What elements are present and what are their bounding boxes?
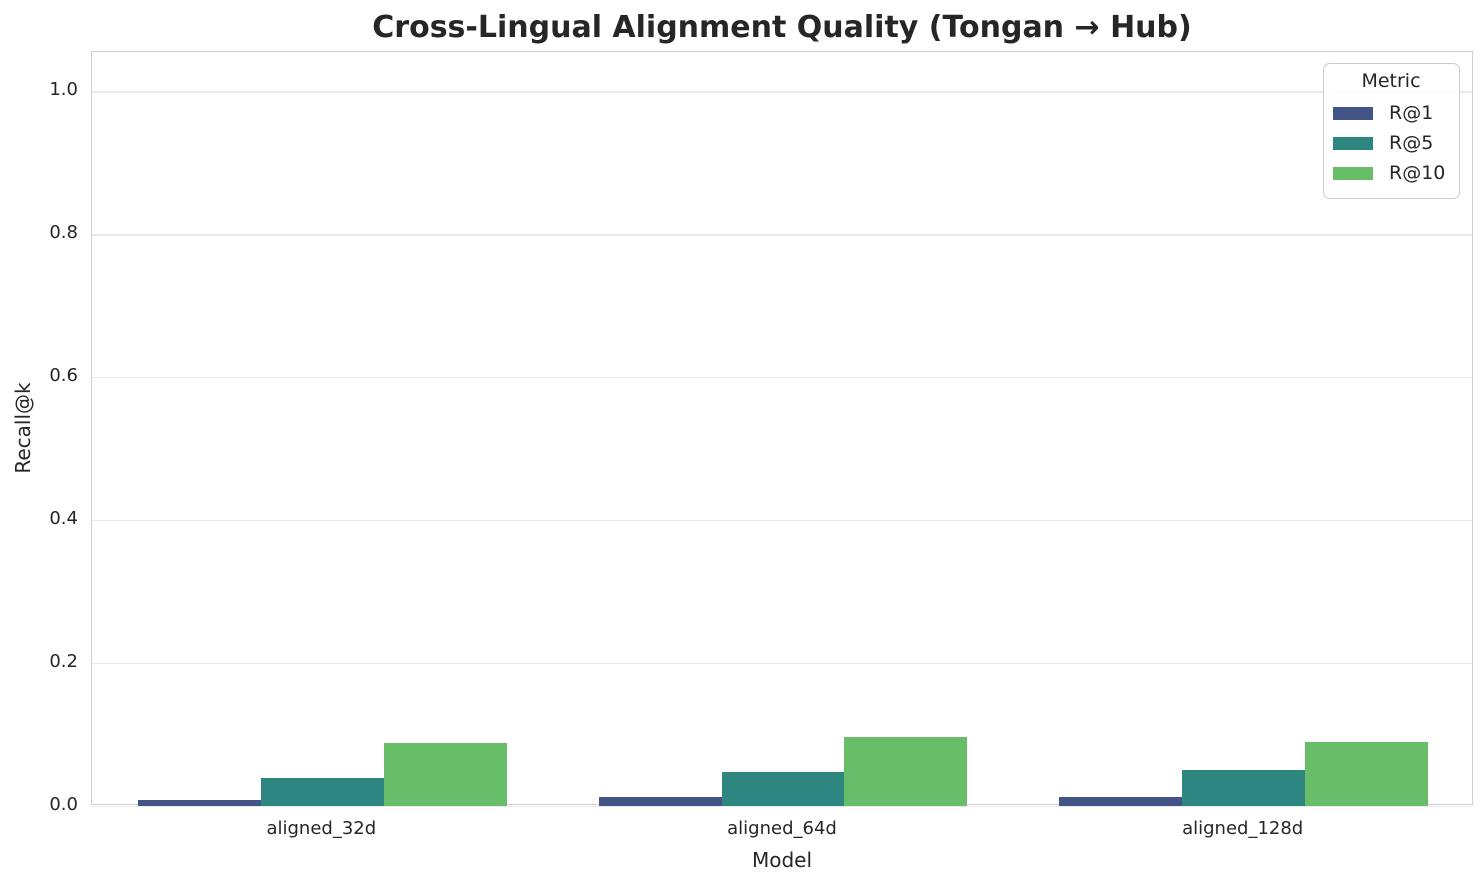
x-tick-label: aligned_64d [727, 818, 837, 839]
x-tick-label: aligned_128d [1182, 818, 1304, 839]
y-tick-label: 1.0 [49, 79, 78, 101]
legend-label: R@5 [1389, 132, 1434, 154]
legend-title: Metric [1361, 70, 1421, 92]
bar-aligned_128d-R@5 [1182, 770, 1306, 806]
bar-aligned_128d-R@10 [1305, 741, 1428, 806]
gridline [92, 520, 1472, 522]
legend-swatch-icon [1333, 166, 1373, 180]
legend-label: R@1 [1389, 102, 1434, 124]
legend-entries: R@1 R@5 R@10 [1333, 98, 1449, 188]
gridline [92, 234, 1472, 236]
y-tick-label: 0.6 [49, 365, 78, 387]
y-tick-label: 0.8 [49, 222, 78, 244]
legend-swatch-icon [1333, 136, 1373, 150]
bar-aligned_32d-R@1 [138, 799, 261, 806]
bar-aligned_64d-R@10 [844, 737, 968, 806]
gridline [92, 91, 1472, 93]
x-axis-label: Model [751, 848, 813, 872]
gridline [92, 806, 1472, 808]
y-axis-label: Recall@k [11, 382, 35, 474]
legend-swatch-icon [1333, 106, 1373, 120]
bar-aligned_64d-R@5 [721, 771, 845, 806]
y-tick-label: 0.4 [49, 508, 78, 530]
gridline [92, 663, 1472, 665]
x-tick-label: aligned_32d [266, 818, 377, 839]
legend-entry-R@1: R@1 [1333, 98, 1449, 128]
legend: Metric R@1 R@5 R@10 [1323, 63, 1460, 199]
bar-aligned_32d-R@5 [260, 778, 384, 806]
legend-entry-R@10: R@10 [1333, 158, 1449, 188]
y-tick-label: 0.0 [49, 794, 78, 815]
chart-title: Cross-Lingual Alignment Quality (Tongan … [372, 10, 1192, 45]
y-tick-label: 0.2 [49, 651, 78, 673]
bar-aligned_128d-R@1 [1059, 797, 1183, 806]
legend-entry-R@5: R@5 [1333, 128, 1449, 158]
bar-aligned_64d-R@1 [598, 797, 722, 806]
gridline [92, 377, 1472, 379]
plot-area [91, 51, 1473, 808]
bar-aligned_32d-R@10 [383, 743, 507, 806]
legend-label: R@10 [1389, 162, 1446, 184]
